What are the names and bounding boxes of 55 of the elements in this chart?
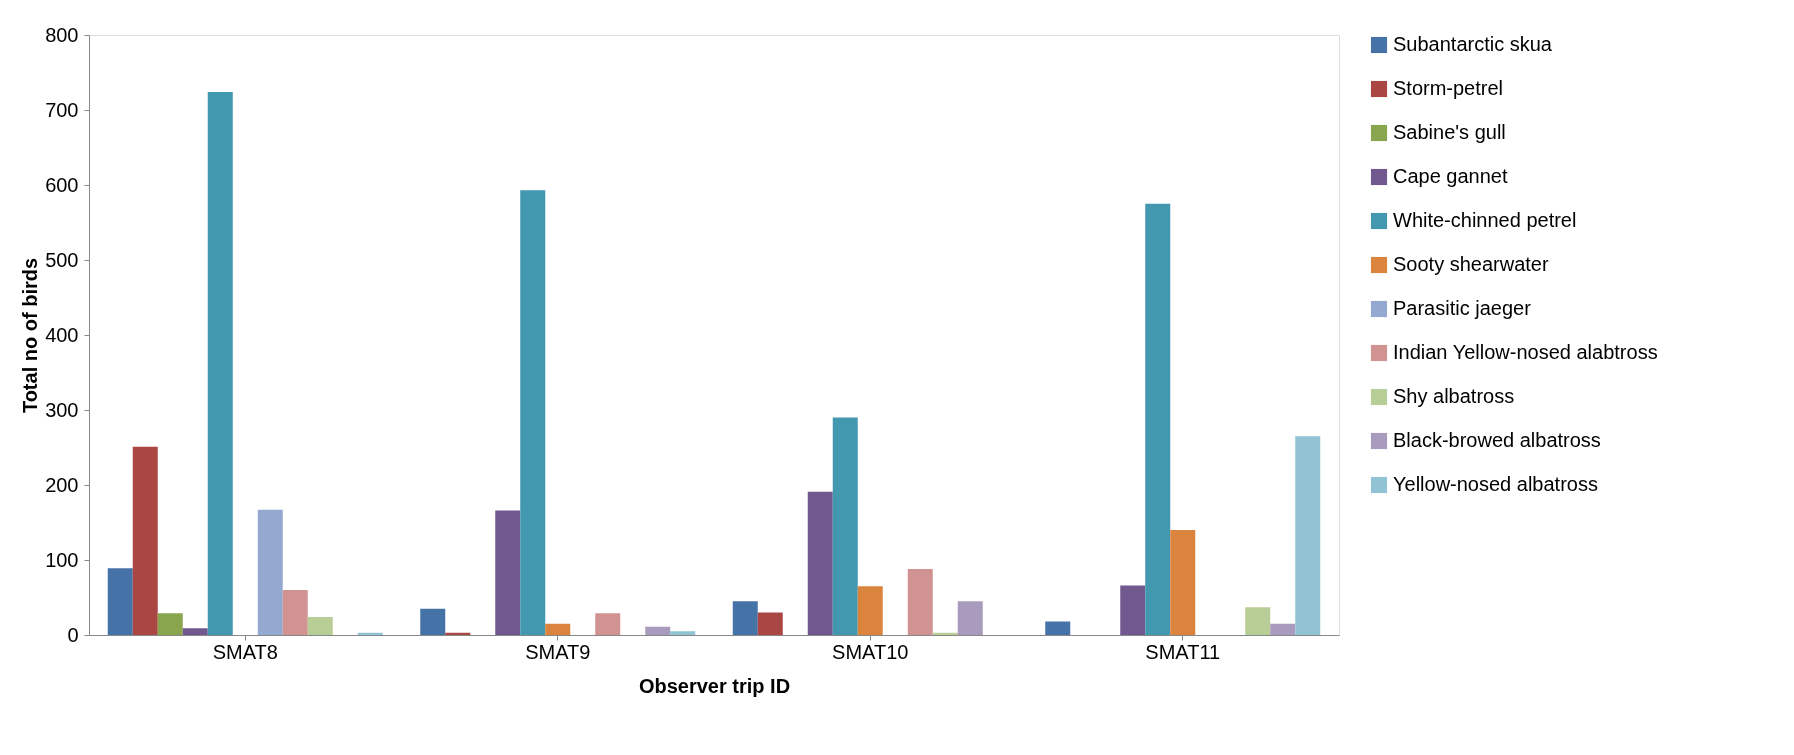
bar — [182, 628, 208, 635]
y-tick-label: 300 — [45, 398, 79, 421]
legend-label: Shy albatross — [1393, 385, 1515, 407]
bar — [282, 590, 308, 635]
bar — [1170, 530, 1196, 635]
bar — [157, 613, 183, 635]
y-tick-label: 800 — [45, 23, 79, 46]
x-axis-title: Observer trip ID — [638, 674, 791, 697]
bar — [132, 446, 158, 635]
legend-label: White-chinned petrel — [1393, 209, 1577, 231]
x-tick-label: SMAT9 — [525, 640, 591, 663]
bar — [757, 612, 783, 635]
bar — [907, 569, 933, 635]
legend-label: Yellow-nosed albatross — [1393, 473, 1598, 495]
bar — [1295, 436, 1321, 635]
y-axis-title: Total no of birds — [19, 257, 42, 414]
y-tick-label: 200 — [45, 473, 79, 496]
bar — [107, 568, 133, 635]
bar — [1145, 203, 1171, 635]
bar — [520, 190, 546, 635]
bar — [257, 509, 283, 635]
legend-label: Storm-petrel — [1393, 77, 1504, 99]
legend-label: Black-browed albatross — [1393, 429, 1601, 451]
x-tick-label: SMAT8 — [212, 640, 278, 663]
bar — [545, 623, 571, 635]
bar — [307, 617, 333, 635]
x-tick-label: SMAT10 — [832, 640, 909, 663]
bar — [207, 92, 233, 635]
x-tick-label: SMAT11 — [1145, 640, 1221, 663]
bar — [495, 510, 521, 635]
bar — [1245, 607, 1271, 635]
legend-label: Indian Yellow-nosed alabtross — [1393, 341, 1658, 363]
bar — [857, 586, 883, 635]
bar — [1045, 621, 1071, 635]
legend-label: Parasitic jaeger — [1393, 297, 1532, 319]
bar — [1120, 585, 1146, 635]
y-tick-label: 500 — [45, 248, 79, 271]
bar — [807, 491, 833, 635]
y-tick-label: 0 — [67, 623, 79, 646]
bar — [670, 631, 696, 635]
bar — [420, 608, 446, 635]
y-tick-label: 700 — [45, 98, 79, 121]
bar — [595, 613, 621, 635]
y-tick-label: 400 — [45, 323, 79, 346]
bar — [1270, 623, 1296, 635]
y-tick-label: 600 — [45, 173, 79, 196]
bar — [645, 626, 671, 635]
bar — [832, 417, 858, 635]
bar — [957, 601, 983, 635]
legend-label: Sabine's gull — [1393, 121, 1506, 143]
y-tick-label: 100 — [45, 548, 79, 571]
legend-label: Sooty shearwater — [1393, 253, 1549, 275]
legend-label: Subantarctic skua — [1393, 33, 1553, 55]
bar — [732, 601, 758, 635]
legend-label: Cape gannet — [1393, 165, 1508, 187]
